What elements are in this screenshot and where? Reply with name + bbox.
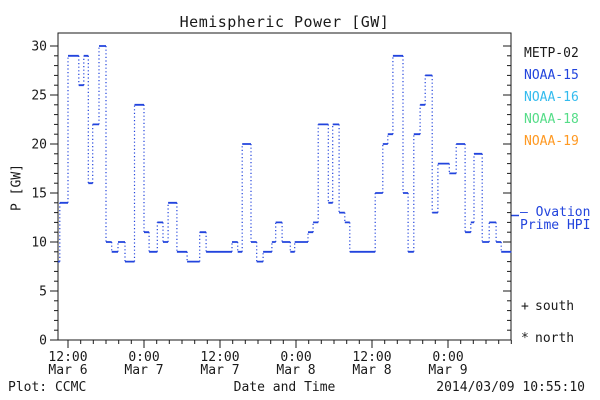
asterisk-symbol: * bbox=[521, 331, 529, 346]
north-label: north bbox=[535, 331, 575, 346]
legend-item-noaa-15: NOAA-15 bbox=[524, 68, 579, 83]
plot-timestamp: 2014/03/09 10:55:10 bbox=[436, 380, 585, 395]
legend-item-noaa-18: NOAA-18 bbox=[524, 112, 579, 127]
x-tick-time-label: 12:00 bbox=[200, 350, 239, 365]
y-tick-label: 15 bbox=[31, 187, 47, 202]
hpi-step-line-horizontal bbox=[57, 45, 512, 263]
plot-frame bbox=[57, 32, 512, 341]
y-tick-label: 30 bbox=[31, 40, 47, 55]
south-label: south bbox=[535, 299, 575, 314]
x-tick-date-label: Mar 6 bbox=[48, 363, 87, 378]
x-axis-title: Date and Time bbox=[233, 380, 336, 395]
y-axis-title: P [GW] bbox=[9, 164, 25, 211]
legend-item-noaa-19: NOAA-19 bbox=[524, 134, 579, 149]
x-tick-time-label: 0:00 bbox=[432, 350, 463, 365]
plus-symbol: + bbox=[521, 299, 529, 314]
legend-marker-south: + south bbox=[521, 299, 574, 314]
x-tick-time-label: 0:00 bbox=[128, 350, 159, 365]
y-tick-label: 20 bbox=[31, 138, 47, 153]
x-tick-date-label: Mar 7 bbox=[200, 363, 239, 378]
plot-source-label: Plot: CCMC bbox=[8, 380, 87, 395]
y-tick-label: 5 bbox=[39, 285, 47, 300]
legend-marker-north: * north bbox=[521, 331, 574, 346]
x-tick-date-label: Mar 8 bbox=[352, 363, 391, 378]
x-tick-time-label: 12:00 bbox=[48, 350, 87, 365]
legend-item-noaa-16: NOAA-16 bbox=[524, 90, 579, 105]
x-tick-date-label: Mar 7 bbox=[124, 363, 163, 378]
y-tick-label: 10 bbox=[31, 236, 47, 251]
x-tick-date-label: Mar 9 bbox=[428, 363, 467, 378]
ovation-prime-hpi-legend: – Ovation Prime HPI bbox=[520, 205, 591, 233]
x-tick-time-label: 12:00 bbox=[352, 350, 391, 365]
x-tick-date-label: Mar 8 bbox=[276, 363, 315, 378]
chart-title: Hemispheric Power [GW] bbox=[179, 13, 390, 31]
y-tick-label: 25 bbox=[31, 89, 47, 104]
legend-item-metp-02: METP-02 bbox=[524, 46, 579, 61]
hpi-step-line-vertical bbox=[59, 46, 502, 262]
y-tick-label: 0 bbox=[39, 334, 47, 349]
x-tick-time-label: 0:00 bbox=[280, 350, 311, 365]
